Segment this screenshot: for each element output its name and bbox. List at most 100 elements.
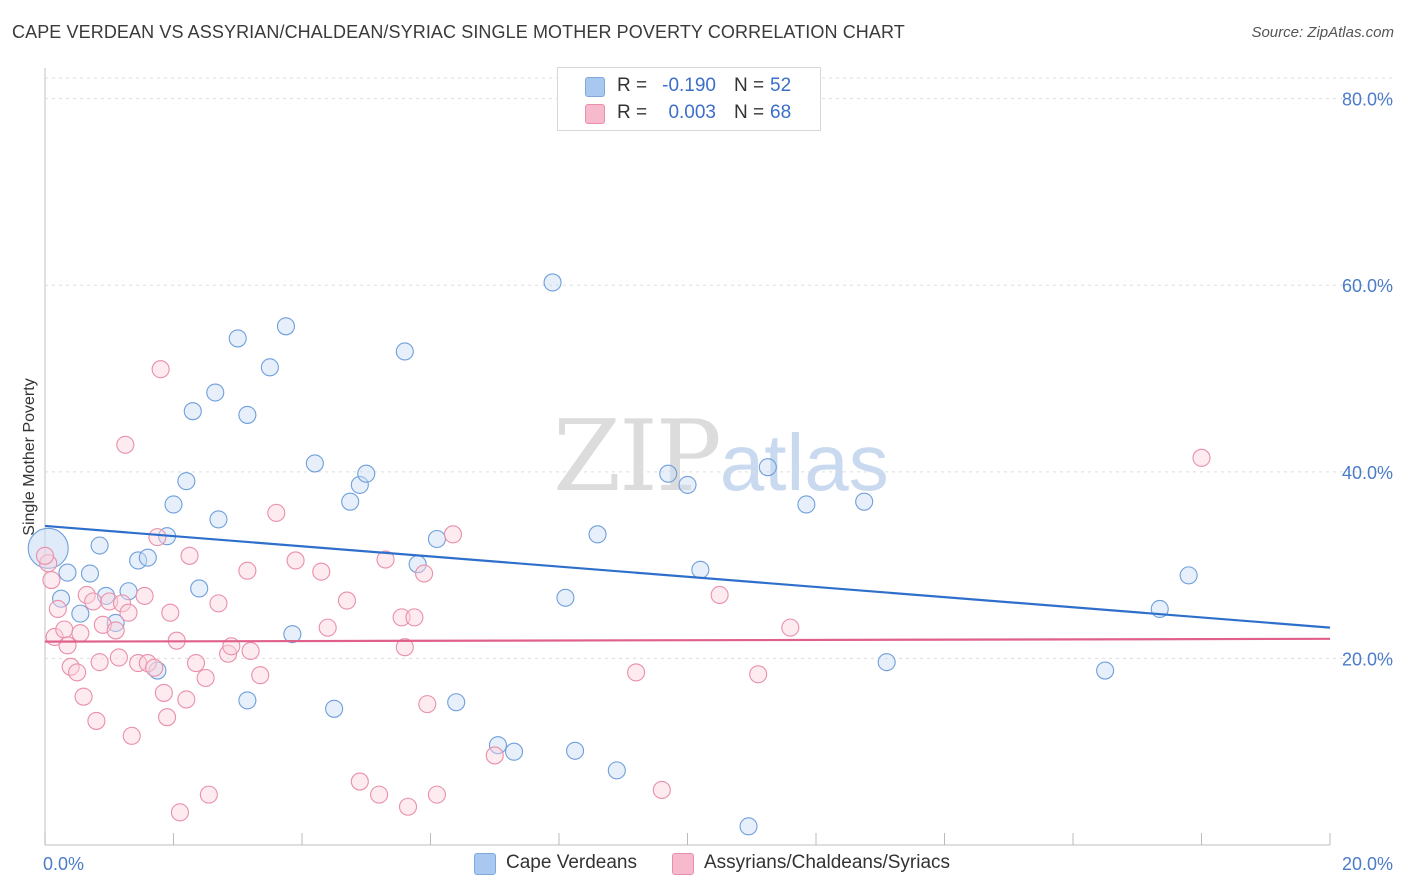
cape-verdean-point — [678, 475, 697, 494]
assyrian-point — [122, 726, 141, 745]
assyrian-point — [170, 803, 189, 822]
cape-verdean-point — [588, 525, 607, 544]
assyrian-point — [392, 608, 411, 627]
legend-row-assyrians: R = 0.003 N = 68 — [558, 101, 820, 127]
legend-swatch-cape-verdeans — [474, 853, 496, 875]
assyrian-point — [350, 772, 369, 791]
assyrian-point — [241, 641, 260, 661]
cape-verdean-point — [659, 464, 678, 483]
cape-verdean-point — [164, 495, 183, 514]
x-tick-label: 0.0% — [43, 854, 84, 874]
assyrian-point — [116, 435, 135, 454]
cape-verdean-point — [543, 273, 562, 292]
cape-verdean-point — [238, 691, 257, 710]
y-tick-label: 60.0% — [1342, 276, 1393, 296]
cape-verdean-point — [739, 817, 758, 836]
assyrian-point — [113, 594, 132, 613]
cape-verdean-point — [138, 548, 157, 567]
assyrian-point — [148, 528, 167, 547]
legend-swatch-assyrians — [672, 853, 694, 875]
legend-row-cape-verdeans: R = -0.190 N = 52 — [558, 74, 820, 100]
assyrian-point — [71, 624, 90, 643]
assyrian-point — [415, 564, 434, 583]
assyrian-point — [370, 785, 389, 804]
assyrian-point — [138, 654, 157, 673]
assyrian-point — [180, 546, 199, 565]
assyrian-point — [109, 648, 128, 667]
cape-verdean-point — [260, 358, 279, 377]
assyrian-point — [196, 668, 215, 688]
y-tick-label: 40.0% — [1342, 463, 1393, 483]
y-tick-label: 20.0% — [1342, 649, 1393, 669]
assyrian-point — [286, 551, 305, 570]
cape-verdean-point — [80, 564, 100, 583]
assyrian-point — [90, 653, 109, 672]
cape-verdean-point — [395, 342, 414, 361]
assyrian-point — [35, 546, 55, 565]
data-points — [27, 273, 1211, 836]
cape-verdean-point — [607, 761, 626, 780]
cape-verdean-point — [1096, 661, 1115, 680]
assyrian-point — [485, 746, 504, 765]
assyrian-point — [443, 525, 463, 544]
cape-verdean-point — [504, 742, 524, 761]
assyrian-point — [267, 503, 286, 522]
assyrian-point — [405, 608, 424, 627]
cape-verdean-point — [427, 529, 446, 549]
assyrian-point — [398, 797, 418, 816]
cape-verdean-point — [305, 454, 324, 473]
cape-verdean-point — [350, 475, 369, 494]
assyrian-point — [161, 603, 180, 622]
cape-verdean-point — [877, 653, 896, 672]
cape-verdean-point — [447, 693, 466, 712]
axes — [44, 68, 1331, 846]
axis-labels: 20.0% 40.0% 60.0% 80.0% 0.0% 20.0% Single Moth… — [21, 90, 1393, 874]
cape-verdean-point — [325, 699, 344, 718]
assyrian-point — [418, 695, 437, 714]
x-tick-label: 20.0% — [1342, 854, 1393, 874]
cape-verdean-point — [488, 736, 508, 755]
legend-r-label: R = — [617, 75, 648, 96]
assyrian-point — [55, 620, 74, 639]
cape-verdean-point — [556, 588, 575, 607]
correlation-legend: R = -0.190 N = 52 R = 0.003 N = 68 — [557, 67, 821, 131]
assyrian-point — [151, 360, 170, 379]
assyrian-point — [106, 621, 125, 640]
assyrian-point — [48, 599, 67, 619]
legend-label-cape-verdeans: Cape Verdeans — [506, 852, 637, 873]
legend-r-label: R = — [617, 102, 648, 123]
legend-swatch-assyrians — [585, 104, 605, 124]
assyrian-point — [42, 570, 61, 590]
cape-verdean-point — [758, 458, 777, 477]
chart-title: CAPE VERDEAN VS ASSYRIAN/CHALDEAN/SYRIAC… — [12, 22, 905, 42]
source-label: Source: ZipAtlas.com — [1251, 24, 1394, 41]
assyrian-point — [84, 592, 103, 611]
cape-verdean-point — [177, 472, 196, 491]
watermark: ZIPatlas — [553, 400, 889, 514]
y-tick-label: 80.0% — [1342, 90, 1393, 110]
assyrian-point — [395, 638, 414, 657]
y-axis-label: Single Mother Poverty — [21, 378, 38, 535]
cape-verdean-point — [357, 464, 376, 483]
assyrian-point — [652, 780, 671, 800]
cape-verdean-point — [148, 661, 167, 680]
cape-verdean-point — [855, 492, 874, 511]
cape-verdean-point — [52, 589, 71, 608]
legend-r-value: -0.190 — [662, 75, 716, 96]
legend-n-label: N = — [734, 75, 765, 96]
cape-verdean-point — [276, 317, 295, 336]
cape-verdean-trend-line — [44, 524, 1331, 629]
assyrian-point — [238, 561, 257, 580]
cape-verdean-point — [58, 563, 77, 582]
assyrian-point — [427, 785, 446, 804]
assyrian-trend-line — [44, 637, 1331, 643]
assyrian-point — [376, 550, 395, 569]
cape-verdean-point — [206, 383, 225, 402]
cape-verdean-point — [797, 495, 816, 514]
cape-verdean-point — [566, 741, 585, 760]
assyrian-point — [710, 585, 729, 605]
cape-verdean-point — [190, 579, 209, 598]
assyrian-point — [749, 665, 768, 684]
cape-verdean-point — [228, 329, 247, 348]
